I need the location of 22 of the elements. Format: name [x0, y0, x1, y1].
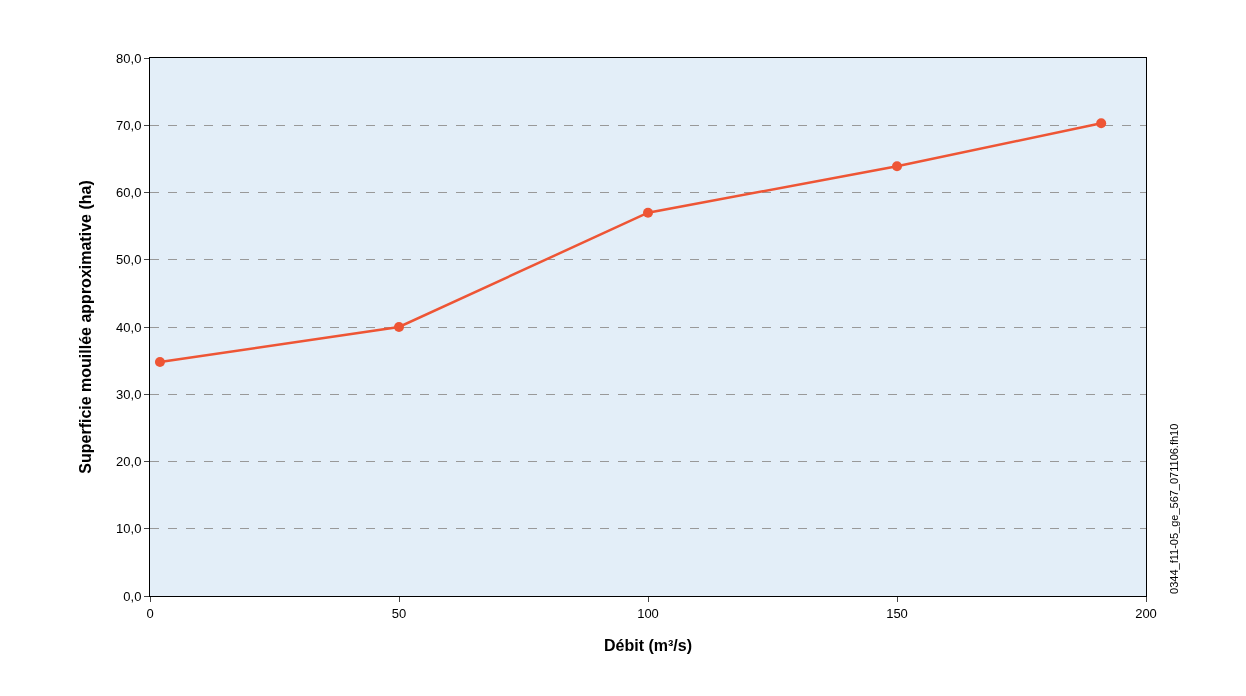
y-tick-label: 70,0	[116, 117, 142, 133]
x-axis-title: Débit (m³/s)	[604, 637, 692, 655]
y-axis-title: Superficie mouillée approximative (ha)	[76, 180, 94, 474]
x-tick-label: 100	[637, 605, 659, 621]
text: 0344_f11-05_ge_567_071106.fh10	[1167, 423, 1180, 594]
y-tick-label: 20,0	[116, 454, 142, 470]
x-tick-label: 150	[886, 605, 908, 621]
y-tick-label: 60,0	[116, 185, 142, 201]
point	[154, 356, 165, 367]
y-tick-label: 50,0	[116, 252, 142, 268]
x-tick-label: 200	[1135, 605, 1157, 621]
y-tick-label: 10,0	[116, 521, 142, 537]
y-tick-label: 40,0	[116, 319, 142, 335]
y-tick-label: 30,0	[116, 386, 142, 402]
y-tick-label: 80,0	[116, 50, 142, 66]
x-tick-label: 50	[391, 605, 407, 621]
y-tick-label: 0,0	[123, 588, 142, 604]
point	[1096, 118, 1107, 129]
point	[394, 322, 404, 332]
point	[892, 161, 902, 172]
x-tick-label: 0	[146, 605, 154, 621]
point	[643, 207, 653, 218]
